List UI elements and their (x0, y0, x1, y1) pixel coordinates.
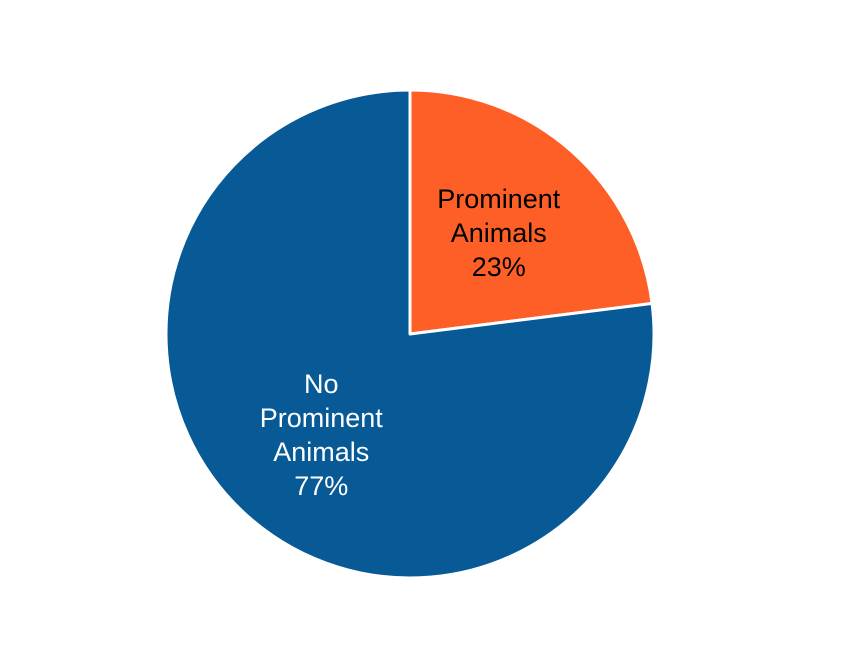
slice-label: No Prominent Animals 77% (241, 367, 401, 503)
value-label: 77% (294, 470, 349, 501)
category-label: Prominent Animals (437, 184, 561, 249)
pie-slice (164, 88, 656, 580)
pie-slice (408, 88, 654, 336)
slice-label: Prominent Animals 23% (419, 182, 579, 284)
value-label: 23% (471, 252, 526, 283)
category-label: No Prominent Animals (259, 368, 383, 467)
